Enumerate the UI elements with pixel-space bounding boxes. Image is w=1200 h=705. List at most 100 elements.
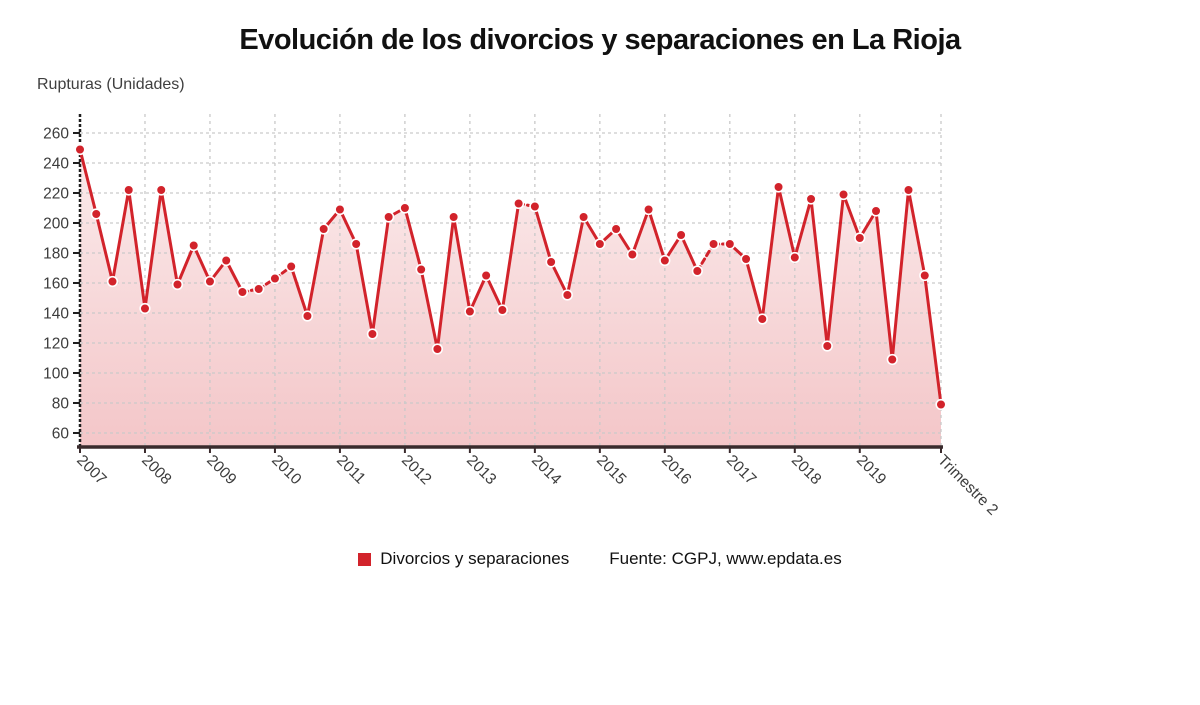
- x-tick-label: 2014: [528, 452, 565, 489]
- series-line-segment: [192, 244, 212, 283]
- data-point: [123, 184, 135, 196]
- series-line-segment: [435, 215, 456, 351]
- legend-series-label: Divorcios y separaciones: [380, 549, 570, 568]
- data-point: [756, 313, 768, 325]
- series-line-segment: [224, 259, 244, 294]
- data-point: [496, 304, 508, 316]
- y-tick-label: 220: [43, 186, 69, 203]
- data-point: [594, 238, 606, 250]
- data-point: [675, 229, 687, 241]
- data-point: [805, 193, 817, 205]
- series-line-segment: [760, 185, 781, 321]
- data-point: [886, 353, 898, 366]
- series-line-segment: [468, 274, 488, 313]
- x-tick-label: 2010: [268, 452, 305, 489]
- data-point: [480, 269, 492, 282]
- data-point: [301, 310, 314, 322]
- data-point: [74, 143, 86, 156]
- data-point: [707, 238, 720, 250]
- data-point: [578, 211, 590, 223]
- data-point: [740, 253, 752, 265]
- x-tick-label: 2009: [203, 452, 239, 488]
- data-point: [513, 197, 525, 210]
- data-point: [236, 286, 249, 298]
- data-point: [366, 328, 379, 340]
- legend-swatch-icon: [358, 552, 372, 566]
- data-point: [431, 343, 443, 355]
- legend-item-series: Divorcios y separaciones: [358, 549, 569, 569]
- data-point: [626, 248, 638, 261]
- data-point: [935, 398, 947, 411]
- data-point: [318, 223, 330, 235]
- series-line-segment: [403, 206, 423, 271]
- x-tick-label: 2007: [73, 452, 109, 488]
- source-note: Fuente: CGPJ, www.epdata.es: [609, 549, 841, 569]
- data-point: [399, 202, 411, 214]
- data-point: [464, 305, 476, 318]
- series-line-segment: [354, 242, 374, 336]
- y-tick-label: 120: [43, 336, 69, 353]
- data-point: [902, 184, 915, 196]
- data-point: [285, 260, 297, 273]
- y-tick-label: 80: [52, 396, 70, 413]
- data-point: [139, 302, 151, 315]
- series-line-segment: [78, 148, 98, 216]
- x-tick-label: Trimestre 2: [934, 452, 1001, 519]
- source-label: Fuente: CGPJ, www.epdata.es: [609, 549, 842, 568]
- data-point: [155, 184, 167, 196]
- area-fill: [80, 149, 941, 447]
- y-tick-label: 160: [43, 276, 69, 293]
- x-tick-label: 2016: [658, 452, 694, 488]
- data-point: [253, 283, 265, 295]
- series-line-segment: [744, 257, 764, 321]
- data-point: [188, 239, 200, 252]
- series-line-segment: [777, 185, 797, 259]
- series-line-segment: [110, 188, 131, 283]
- y-tick-label: 140: [43, 306, 69, 323]
- x-tick-label: 2019: [853, 452, 889, 488]
- x-tick-label: 2017: [723, 452, 759, 488]
- page-title: Evolución de los divorcios y separacione…: [239, 24, 961, 56]
- data-point: [642, 203, 655, 216]
- data-point: [659, 254, 671, 267]
- x-tick-label: 2013: [463, 452, 499, 488]
- series-line-segment: [647, 208, 667, 262]
- line-chart: 60 80 100 120 140 160 180 200 220 240 260 2007 2008 2…: [43, 114, 1001, 519]
- series-line-segment: [890, 188, 911, 361]
- data-point: [870, 205, 882, 217]
- series-line-segment: [159, 188, 179, 286]
- series-line-segment: [452, 215, 472, 313]
- data-point: [448, 211, 460, 223]
- series-line-segment: [175, 244, 196, 286]
- y-tick-label: 180: [43, 246, 69, 263]
- y-tick-label: 100: [43, 366, 69, 383]
- series-line-segment: [94, 212, 114, 283]
- series-line-segment: [533, 205, 553, 264]
- x-tick-label: 2012: [398, 452, 434, 488]
- x-tick-label: 2015: [593, 452, 629, 488]
- data-point: [415, 263, 427, 276]
- series-line-segment: [419, 268, 439, 351]
- series-line-segment: [565, 215, 586, 297]
- series-line-segment: [809, 197, 829, 348]
- data-point: [106, 275, 119, 288]
- legend: Divorcios y separaciones Fuente: CGPJ, w…: [0, 549, 1200, 569]
- y-tick-label: 260: [43, 126, 69, 143]
- data-point: [610, 223, 622, 235]
- data-point: [821, 340, 833, 352]
- series-line-segment: [907, 188, 927, 277]
- series-line-segment: [630, 208, 651, 256]
- series-line-segment: [825, 193, 846, 348]
- series-line-segment: [842, 193, 862, 240]
- y-tick-label: 200: [43, 216, 69, 233]
- x-tick-label: 2008: [138, 452, 174, 488]
- series-line-segment: [289, 265, 309, 318]
- x-tick-label: 2018: [788, 452, 824, 488]
- series-line-segment: [549, 260, 569, 297]
- series-line-segment: [874, 209, 894, 361]
- series-line-segment: [338, 208, 358, 246]
- series-line-segment: [923, 274, 943, 406]
- data-point: [561, 289, 573, 301]
- series-line-segment: [484, 274, 504, 312]
- series-line-segment: [127, 188, 147, 310]
